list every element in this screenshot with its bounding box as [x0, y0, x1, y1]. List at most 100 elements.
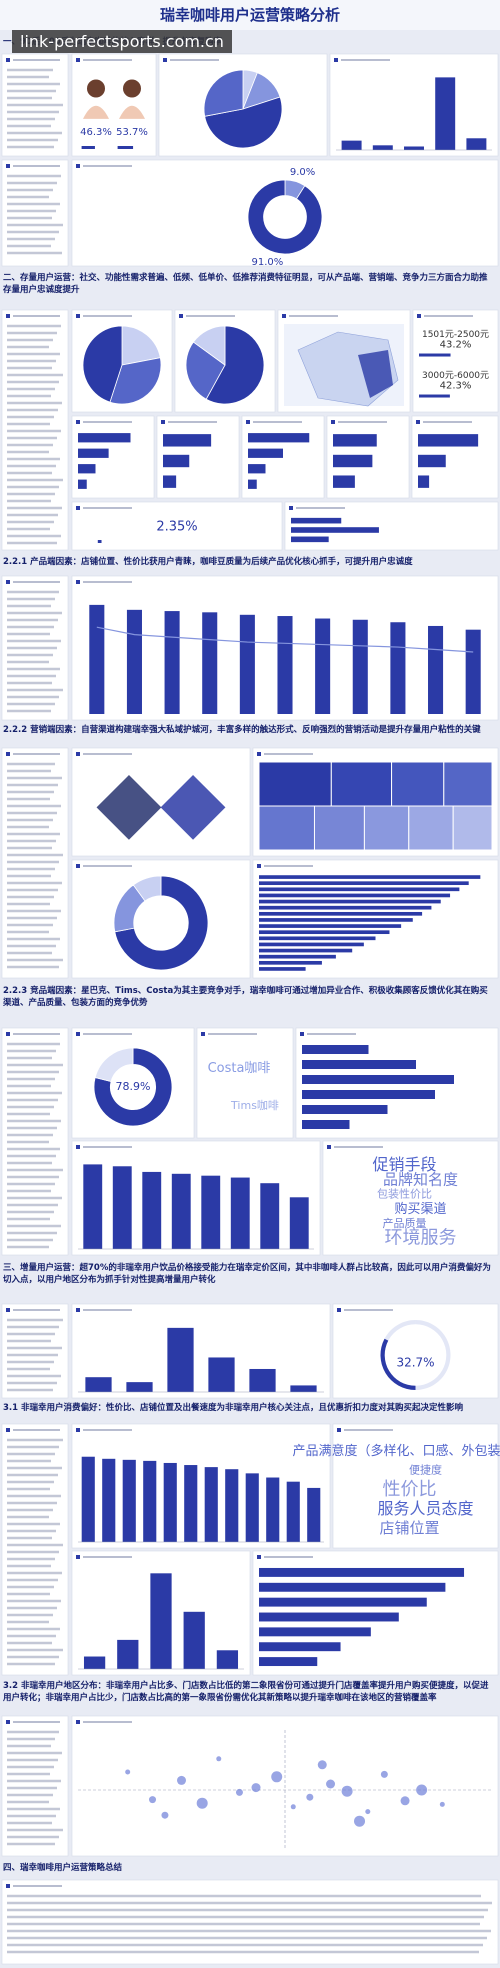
bar [83, 1164, 103, 1249]
bar [259, 875, 481, 879]
section-heading: 三、增量用户运营：超70%的非瑞幸用户饮品价格接受能力在瑞幸定价区间，其中非咖啡… [3, 1263, 491, 1285]
bar [307, 1487, 321, 1542]
value-label: 78.9% [116, 1080, 151, 1093]
bar [390, 622, 406, 714]
bar [277, 616, 293, 714]
donut-slice [132, 875, 162, 902]
treemap-cell [408, 805, 454, 851]
bar [184, 1465, 198, 1542]
panel-marker [76, 58, 80, 62]
word: 品牌知名度 [383, 1170, 458, 1188]
point [125, 1769, 131, 1775]
panel-marker [416, 420, 420, 424]
panel-marker [257, 864, 261, 868]
panel-marker [6, 314, 10, 318]
treemap-cell [452, 805, 493, 851]
panel-marker [76, 1720, 80, 1724]
pie-slice [203, 69, 244, 117]
bar [259, 954, 336, 959]
bar [466, 138, 487, 150]
bar [259, 924, 402, 928]
point [251, 1783, 261, 1793]
treemap-cell [330, 761, 393, 807]
section-heading: 2.2.1 产品端因素：店铺位置、性价比获用户青睐，咖啡豆质量为后续产品优化核心… [3, 557, 413, 567]
panel-marker [76, 752, 80, 756]
treemap-cell [258, 761, 332, 807]
point [400, 1796, 410, 1806]
bar [117, 1639, 139, 1669]
panel-marker [201, 1032, 205, 1036]
panel-marker [337, 1428, 341, 1432]
panel-marker [289, 506, 293, 510]
panel-marker [76, 1555, 80, 1559]
panel-marker [417, 314, 421, 318]
bar [150, 1573, 172, 1669]
bar [248, 433, 310, 443]
point [290, 1804, 296, 1810]
bar [259, 960, 322, 965]
panel-marker [76, 1428, 80, 1432]
watermark: link-perfectsports.com.cn [12, 30, 232, 53]
bar [239, 614, 255, 714]
panel [412, 309, 499, 413]
bar [428, 625, 444, 714]
panel-marker [327, 1145, 331, 1149]
treemap-cell [443, 761, 493, 807]
bar [289, 1197, 309, 1249]
bar [143, 1460, 157, 1542]
bar [167, 1327, 194, 1392]
bar [286, 1481, 300, 1542]
bar [112, 1166, 132, 1249]
bar [291, 517, 342, 524]
bar [302, 1075, 454, 1084]
bar [372, 145, 393, 150]
donut-slice [93, 1047, 173, 1127]
bar [315, 618, 331, 714]
bar [201, 1175, 221, 1249]
panel-marker [76, 164, 80, 168]
word: 服务人员态度 [377, 1499, 473, 1518]
bar [78, 433, 131, 443]
panel-marker [6, 164, 10, 168]
stat-bar [97, 540, 102, 543]
panel-marker [6, 1032, 10, 1036]
bar [78, 479, 87, 489]
bar [404, 146, 424, 150]
panel-marker [6, 1428, 10, 1432]
bar [333, 454, 373, 468]
section-heading: 四、瑞幸咖啡用户运营策略总结 [3, 1863, 123, 1873]
panel-marker [282, 314, 286, 318]
point [317, 1760, 327, 1770]
value-label: 42.3% [440, 381, 472, 392]
panel-marker [6, 1884, 10, 1888]
category-label: 3000元-6000元 [422, 371, 489, 381]
panel [196, 1027, 294, 1139]
section-heading: 3.2 非瑞幸用户地区分布：非瑞幸用户占比多、门店数占比低的第二象限省份可通过提… [3, 1681, 489, 1703]
bar [259, 948, 353, 953]
panel [71, 1303, 331, 1399]
panel [284, 501, 499, 551]
panel-marker [334, 58, 338, 62]
bar [259, 893, 451, 898]
panel-marker [331, 420, 335, 424]
panel-marker [76, 1308, 80, 1312]
bar [259, 936, 376, 941]
bar [204, 1467, 218, 1542]
bar [291, 536, 329, 543]
bar [248, 448, 283, 458]
word: 店铺位置 [379, 1519, 439, 1537]
bar [259, 1567, 465, 1577]
bar [216, 1650, 239, 1669]
donut-slice [247, 179, 323, 255]
page-title: 瑞幸咖啡用户运营策略分析 [0, 0, 500, 30]
bar [259, 967, 306, 971]
pie-slice [192, 325, 226, 366]
bar [78, 448, 109, 458]
person-body [119, 105, 145, 119]
point [341, 1785, 353, 1797]
panel-marker [76, 506, 80, 510]
bar [164, 611, 180, 714]
bar [352, 619, 368, 714]
bar [248, 464, 266, 474]
